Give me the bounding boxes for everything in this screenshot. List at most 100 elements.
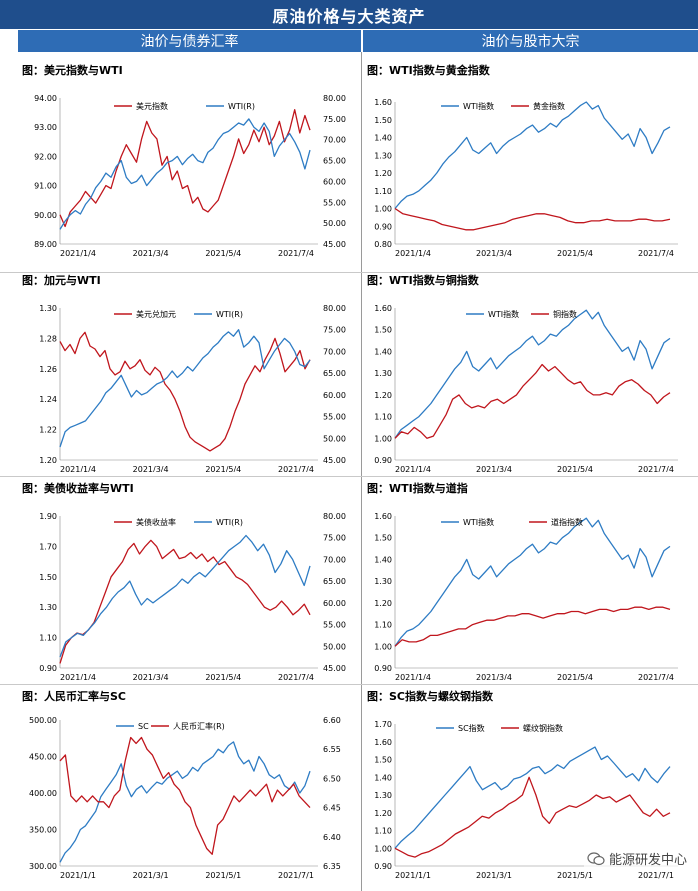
- y-tick-label: 1.20: [374, 599, 392, 608]
- x-tick-label: 2021/1/1: [395, 871, 431, 880]
- y-tick-label: 1.10: [374, 187, 392, 196]
- column-divider: [361, 52, 362, 891]
- legend-label: 人民币汇率(R): [173, 721, 225, 731]
- chart-svg: 1.60 1.50 1.40 1.30 1.20 1.10 1.00 0.902021/1/4…: [374, 304, 678, 472]
- y-tick-label: 94.00: [34, 94, 57, 103]
- y-tick-label: 300.00: [29, 862, 57, 871]
- y2-tick-label: 55.00: [323, 198, 346, 207]
- y-tick-label: 1.60: [374, 98, 392, 107]
- y-tick-label: 1.40: [374, 555, 392, 564]
- series-line-0: [394, 101, 671, 209]
- legend-label: WTI指数: [488, 309, 519, 319]
- series-line-0: [394, 309, 671, 439]
- x-tick-label: 2021/1/4: [395, 249, 431, 258]
- chart-title: 图：美债收益率与WTI: [22, 482, 134, 495]
- y2-tick-label: 60.00: [323, 599, 346, 608]
- y-tick-label: 400.00: [29, 789, 57, 798]
- chart-title: 图：WTI指数与道指: [367, 482, 468, 495]
- y2-tick-label: 6.40: [323, 833, 341, 842]
- y-tick-label: 1.40: [374, 134, 392, 143]
- y-tick-label: 1.30: [374, 151, 392, 160]
- x-tick-label: 2021/7/4: [278, 249, 314, 258]
- y-tick-label: 1.00: [374, 434, 392, 443]
- y2-tick-label: 80.00: [323, 94, 346, 103]
- x-tick-label: 2021/3/4: [476, 249, 512, 258]
- y-tick-label: 1.40: [374, 347, 392, 356]
- chart-title: 图：SC指数与螺纹钢指数: [367, 690, 493, 703]
- legend-label: 美元指数: [136, 101, 168, 111]
- chart-svg: 1.30 1.28 1.26 1.24 1.22 1.20 80.00 75.00 70.00 6…: [39, 304, 346, 472]
- series-line-1: [394, 776, 671, 858]
- x-tick-label: 2021/1/4: [60, 673, 96, 680]
- chart-title: 图：美元指数与WTI: [22, 64, 123, 77]
- y-tick-label: 1.50: [374, 756, 392, 765]
- y2-tick-label: 45.00: [323, 456, 346, 465]
- y2-tick-label: 70.00: [323, 136, 346, 145]
- series-line-0: [59, 539, 311, 664]
- left-column-header: 油价与债券汇率: [18, 30, 361, 52]
- page-title: 原油价格与大类资产: [0, 0, 698, 29]
- y-tick-label: 1.50: [39, 573, 57, 582]
- row-divider: [0, 684, 698, 685]
- legend-label: WTI(R): [216, 518, 243, 527]
- wechat-icon: [587, 851, 605, 865]
- x-tick-label: 2021/3/1: [133, 871, 169, 880]
- y2-tick-label: 50.00: [323, 642, 346, 651]
- y2-tick-label: 60.00: [323, 177, 346, 186]
- y2-tick-label: 65.00: [323, 157, 346, 166]
- chart-svg: 500.00 450.00 400.00 350.00 300.00 6.60 6.55 6.…: [29, 716, 341, 880]
- chart-svg: 1.60 1.50 1.40 1.30 1.20 1.10 1.00 0.902021/1/4…: [374, 512, 678, 680]
- y-tick-label: 1.28: [39, 334, 57, 343]
- x-tick-label: 2021/5/4: [205, 249, 241, 258]
- chart-title: 图：WTI指数与黄金指数: [367, 64, 490, 77]
- legend-label: SC指数: [458, 723, 485, 733]
- chart-svg: 1.701.601.501.401.301.201.101.000.902021…: [374, 720, 678, 880]
- y2-tick-label: 70.00: [323, 555, 346, 564]
- y2-tick-label: 60.00: [323, 391, 346, 400]
- legend-label: 美元兑加元: [136, 309, 176, 319]
- x-tick-label: 2021/7/1: [278, 871, 314, 880]
- chart-svg: 1.90 1.70 1.50 1.30 1.10 0.90 80.00 75.00 70.00 6…: [39, 512, 346, 680]
- y-tick-label: 1.40: [374, 773, 392, 782]
- y-tick-label: 0.90: [374, 222, 392, 231]
- legend-label: 铜指数: [553, 309, 577, 319]
- row-divider: [0, 476, 698, 477]
- x-tick-label: 2021/3/4: [133, 465, 169, 472]
- y-tick-label: 1.24: [39, 395, 57, 404]
- watermark: 能源研发中心: [583, 848, 690, 869]
- y2-tick-label: 75.00: [323, 115, 346, 124]
- x-tick-label: 2021/1/1: [60, 871, 96, 880]
- legend-label: WTI(R): [228, 102, 255, 111]
- y-tick-label: 1.60: [374, 304, 392, 313]
- x-tick-label: 2021/3/4: [476, 465, 512, 472]
- y-tick-label: 1.30: [39, 603, 57, 612]
- chart-svg: 1.601.501.401.301.201.101.000.900.802021…: [374, 98, 678, 258]
- y-tick-label: 1.60: [374, 512, 392, 521]
- y2-tick-label: 45.00: [323, 240, 346, 249]
- x-tick-label: 2021/7/1: [638, 871, 674, 880]
- y2-tick-label: 55.00: [323, 413, 346, 422]
- y-tick-label: 1.30: [374, 791, 392, 800]
- y2-tick-label: 75.00: [323, 534, 346, 543]
- series-line-0: [59, 741, 311, 863]
- y-tick-label: 1.50: [374, 116, 392, 125]
- y-tick-label: 1.10: [374, 827, 392, 836]
- y-tick-label: 1.70: [39, 542, 57, 551]
- x-tick-label: 2021/1/4: [395, 465, 431, 472]
- y2-tick-label: 6.35: [323, 862, 341, 871]
- chart-panel-cad_wti: 图：加元与WTI 1.30 1.28 1.26 1.24 1.22 1.20 80.00 75.…: [18, 272, 361, 472]
- y2-tick-label: 50.00: [323, 219, 346, 228]
- y2-tick-label: 45.00: [323, 664, 346, 673]
- legend-label: 黄金指数: [533, 101, 565, 111]
- y-tick-label: 1.60: [374, 738, 392, 747]
- y-tick-label: 1.70: [374, 720, 392, 729]
- y2-tick-label: 65.00: [323, 369, 346, 378]
- x-tick-label: 2021/7/4: [638, 465, 674, 472]
- y-tick-label: 1.10: [374, 621, 392, 630]
- y2-tick-label: 70.00: [323, 347, 346, 356]
- right-column-header: 油价与股市大宗: [363, 30, 698, 52]
- legend-label: 螺纹钢指数: [523, 723, 563, 733]
- chart-panel-wti_dow: 图：WTI指数与道指 1.60 1.50 1.40 1.30 1.20 1.10 1.00 0.…: [363, 480, 698, 680]
- y-tick-label: 91.00: [34, 182, 57, 191]
- y-tick-label: 1.20: [39, 456, 57, 465]
